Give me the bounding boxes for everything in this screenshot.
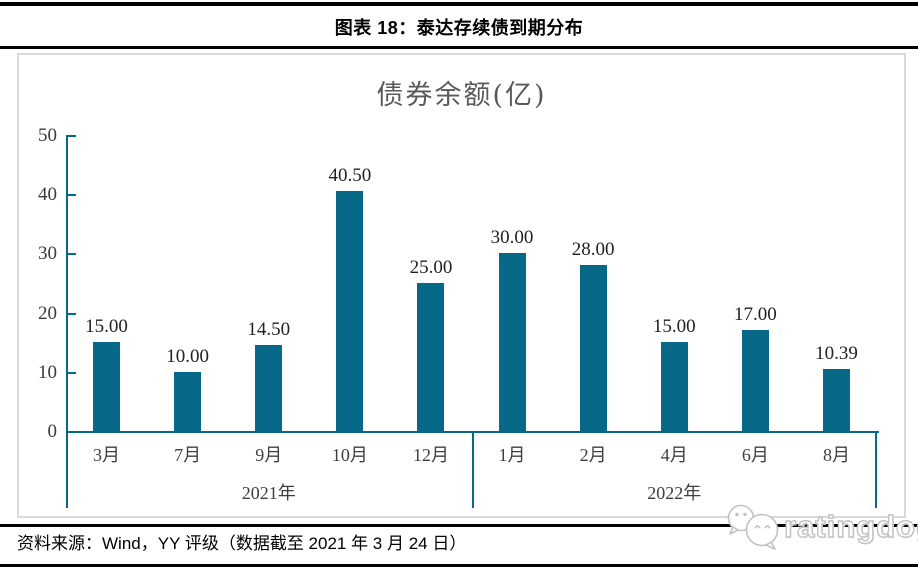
top-rule — [0, 2, 918, 6]
y-tick-label: 40 — [38, 184, 57, 206]
x-axis-line — [66, 431, 879, 433]
y-tick-label: 20 — [38, 302, 57, 324]
watermark-logo: ratingdog — [722, 501, 918, 553]
source-line: 资料来源：Wind，YY 评级（数据截至 2021 年 3 月 24 日） — [17, 534, 467, 553]
bar-value-label: 30.00 — [490, 227, 534, 249]
category-label: 9月 — [255, 445, 283, 465]
chart-title: 债券余额(亿) — [376, 80, 547, 111]
bar-value-label: 15.00 — [652, 316, 696, 338]
title-rule — [0, 46, 918, 49]
category-label: 8月 — [822, 445, 850, 465]
category-label: 2月 — [579, 445, 607, 465]
category-label: 1月 — [498, 445, 526, 465]
category-label: 3月 — [93, 445, 121, 465]
bar-chart-plot: 债券余额(亿) 0 10 20 30 40 50 15.00 3月 10.00 7月 14.50 9月… — [19, 55, 904, 516]
y-tick-label: 10 — [38, 361, 57, 383]
category-label: 7月 — [174, 445, 202, 465]
group-label: 2022年 — [647, 483, 702, 503]
y-axis-line — [66, 135, 68, 433]
bar-value-label: 10.00 — [166, 345, 210, 367]
y-tick-label: 50 — [38, 125, 57, 146]
bar-value-label: 25.00 — [409, 257, 453, 278]
group-divider — [471, 433, 474, 508]
bar-value-label: 17.00 — [733, 304, 777, 326]
source-rule-top — [0, 524, 918, 527]
chat-bubbles-icon — [727, 504, 779, 550]
group-label: 2021年 — [241, 483, 296, 503]
watermark-text: ratingdog — [783, 508, 918, 544]
bar — [822, 369, 850, 431]
y-tick-label: 0 — [47, 421, 58, 442]
bar — [741, 330, 769, 431]
bar-value-label: 10.39 — [815, 343, 858, 365]
y-axis-tick — [68, 194, 76, 197]
figure-title: 图表 18：泰达存续债到期分布 — [334, 18, 584, 38]
category-label: 12月 — [412, 445, 449, 465]
chart-frame: 债券余额(亿) 0 10 20 30 40 50 15.00 3月 10.00 7月 14.50 9月… — [17, 53, 906, 518]
bar — [93, 342, 121, 431]
bar — [336, 191, 364, 431]
bar — [255, 345, 283, 431]
category-label: 10月 — [331, 445, 368, 465]
y-axis-tick — [68, 312, 76, 315]
bar-value-label: 14.50 — [247, 319, 291, 341]
bar — [660, 342, 688, 431]
bar-value-label: 28.00 — [571, 239, 615, 261]
y-axis-tick — [68, 371, 76, 374]
y-tick-label: 30 — [38, 243, 57, 265]
category-label: 4月 — [660, 445, 688, 465]
bar — [417, 283, 445, 431]
bar — [579, 265, 607, 431]
y-axis-tick — [68, 135, 76, 137]
group-divider — [66, 433, 68, 508]
y-axis-tick — [68, 253, 76, 256]
bar-value-label: 15.00 — [85, 316, 128, 338]
bar-value-label: 40.50 — [328, 165, 372, 187]
bar — [174, 371, 202, 431]
source-rule-bottom — [0, 564, 918, 567]
group-divider — [875, 433, 877, 508]
category-label: 6月 — [741, 445, 769, 465]
bar — [498, 253, 526, 431]
